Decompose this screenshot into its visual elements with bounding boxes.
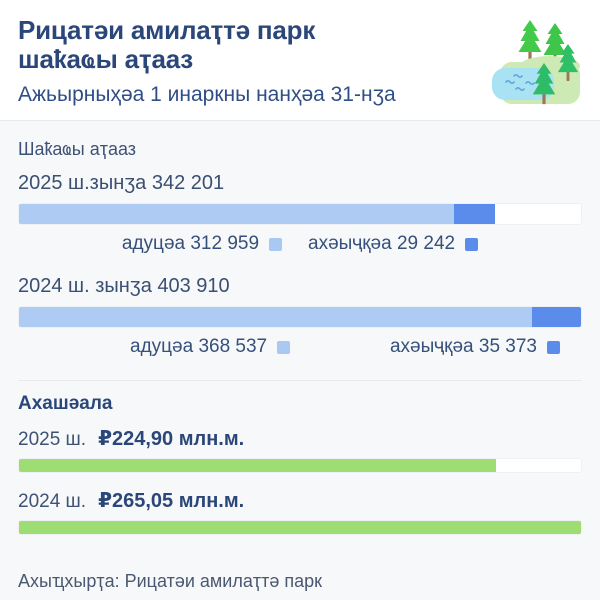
revenue-2024-line: 2024 ш. ₽265,05 млн.м. xyxy=(18,488,582,513)
visitors-2025-legend: адуцәа 312 959 ахәыҷқәа 29 242 xyxy=(18,233,582,255)
revenue-2025-bar xyxy=(18,458,582,473)
revenue-2025-line: 2025 ш. ₽224,90 млн.м. xyxy=(18,426,582,451)
children-swatch-icon xyxy=(465,237,479,251)
park-landscape-icon xyxy=(492,20,580,105)
page-title-line1: Рицатәи амилаҭтә парк xyxy=(18,15,316,45)
header: Рицатәи амилаҭтә парк шаҟаҩы аҭааз Ажьыр… xyxy=(0,0,600,121)
visitors-section-label: Шаҟаҩы аҭааз xyxy=(18,139,137,159)
revenue-2025-amount: ₽224,90 млн.м. xyxy=(98,428,245,450)
visitors-2024-label: 2024 ш. зынӡа 403 910 xyxy=(18,275,230,297)
revenue-2024-fill xyxy=(19,521,581,534)
adults-swatch-icon xyxy=(269,237,283,251)
revenue-section-label: Ахашәала xyxy=(18,393,113,414)
revenue-2025-year: 2025 ш. xyxy=(18,429,87,450)
page-subtitle: Ажьырныҳәа 1 инаркны нанҳәа 31-нӡа xyxy=(18,83,396,107)
legend-item-adults: адуцәа 312 959 xyxy=(121,233,283,255)
revenue-2024-amount: ₽265,05 млн.м. xyxy=(98,490,245,512)
legend-children-text: ахәыҷқәа 35 373 xyxy=(389,336,537,357)
section-divider xyxy=(18,380,582,381)
revenue-2024-year: 2024 ш. xyxy=(18,491,87,512)
visitors-2024-legend: адуцәа 368 537 ахәыҷқәа 35 373 xyxy=(18,336,582,358)
visitors-2025-children-segment xyxy=(454,204,496,224)
revenue-2025-fill xyxy=(19,459,496,472)
water-waves xyxy=(505,73,535,92)
visitors-2025-bar xyxy=(18,203,582,225)
legend-item-adults: адуцәа 368 537 xyxy=(130,336,291,358)
header-titles: Рицатәи амилаҭтә парк шаҟаҩы аҭааз Ажьыр… xyxy=(18,15,396,107)
legend-children-text: ахәыҷқәа 29 242 xyxy=(308,233,456,254)
page-title: Рицатәи амилаҭтә парк шаҟаҩы аҭааз xyxy=(18,15,396,75)
legend-item-children: ахәыҷқәа 35 373 xyxy=(390,336,560,358)
visitors-2025-adults-segment xyxy=(19,204,455,224)
adults-swatch-icon xyxy=(277,340,291,354)
source-attribution: Ахыҵхырҭа: Рицатәи амилаҭтә парк xyxy=(18,571,322,591)
legend-adults-text: адуцәа 312 959 xyxy=(121,233,260,254)
visitors-2025-label: 2025 ш.зынӡа 342 201 xyxy=(18,172,225,194)
visitors-2024-bar xyxy=(18,306,582,328)
page-title-line2: шаҟаҩы аҭааз xyxy=(18,44,194,75)
legend-adults-text: адуцәа 368 537 xyxy=(130,336,268,357)
revenue-2024-bar xyxy=(18,520,582,535)
visitors-2024-adults-segment xyxy=(19,307,532,327)
children-swatch-icon xyxy=(547,340,560,354)
legend-item-children: ахәыҷқәа 29 242 xyxy=(308,233,479,255)
content: Шаҟаҩы аҭааз 2025 ш.зынӡа 342 201 адуцәа… xyxy=(0,139,600,592)
visitors-2024-children-segment xyxy=(531,307,581,327)
